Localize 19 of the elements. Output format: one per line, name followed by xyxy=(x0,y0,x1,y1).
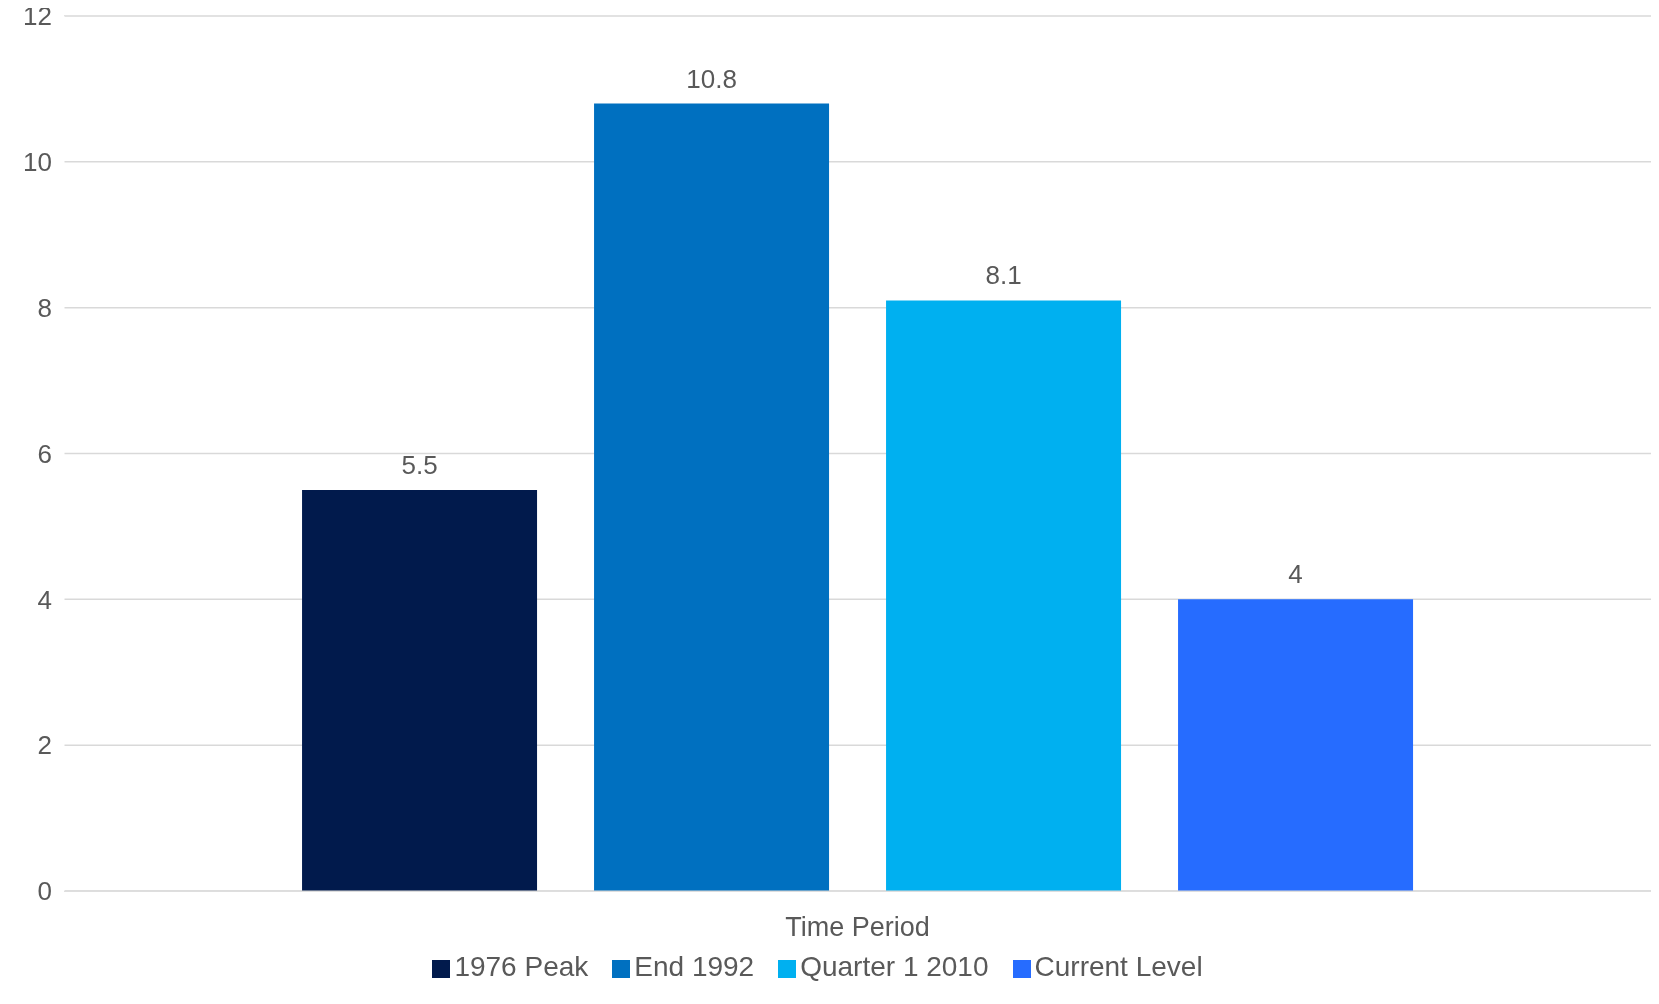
y-tick-label: 10 xyxy=(23,147,52,178)
bar xyxy=(886,300,1122,891)
bar xyxy=(302,489,538,891)
legend-label: End 1992 xyxy=(634,951,755,982)
y-tick-label: 6 xyxy=(37,438,52,469)
data-label: 10.8 xyxy=(686,63,737,94)
bar xyxy=(1178,599,1414,891)
y-tick-label: 0 xyxy=(37,876,52,907)
x-tick-label: Time Period xyxy=(785,912,930,943)
y-tick-label: 8 xyxy=(37,292,52,323)
y-tick-label: 2 xyxy=(37,730,52,761)
data-label: 4 xyxy=(1288,559,1303,590)
legend-label: Current Level xyxy=(1034,951,1203,982)
legend-label: 1976 Peak xyxy=(454,951,589,982)
data-label: 5.5 xyxy=(401,449,438,480)
legend-label: Quarter 1 2010 xyxy=(800,951,989,982)
bar xyxy=(594,103,830,891)
data-label: 8.1 xyxy=(985,260,1022,291)
y-tick-label: 4 xyxy=(37,584,52,615)
